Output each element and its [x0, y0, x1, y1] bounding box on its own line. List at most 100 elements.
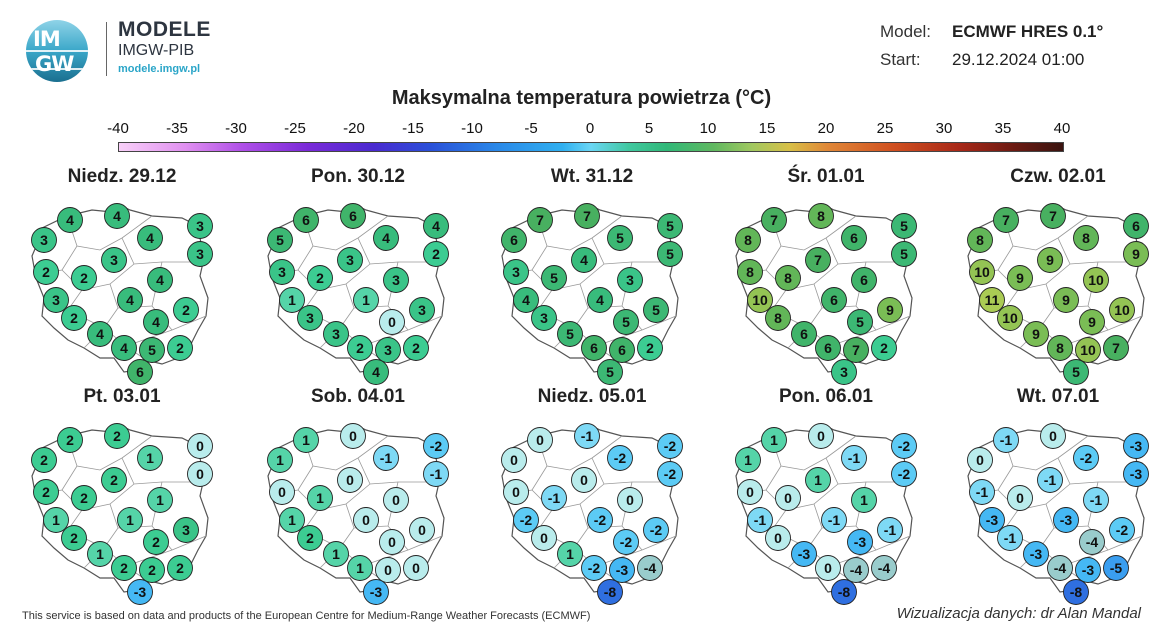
station-temperature: 7	[1002, 212, 1010, 228]
station-marker: 1	[307, 485, 333, 511]
station-temperature: 2	[148, 562, 156, 578]
station-marker: 0	[815, 555, 841, 581]
station-temperature: 0	[824, 560, 832, 576]
station-marker: 2	[31, 447, 57, 473]
station-temperature: 2	[40, 452, 48, 468]
footer-credit: Wizualizacja danych: dr Alan Mandal	[896, 605, 1141, 622]
scale-tick-label: -35	[166, 120, 188, 137]
station-marker: 3	[831, 359, 857, 385]
station-circle	[503, 259, 529, 285]
station-marker: 3	[617, 267, 643, 293]
station-temperature: 4	[113, 208, 121, 224]
station-circle	[423, 213, 449, 239]
station-temperature: 0	[278, 484, 286, 500]
station-temperature: 6	[860, 272, 868, 288]
station-circle	[323, 321, 349, 347]
station-temperature: 2	[412, 340, 420, 356]
station-marker: 6	[127, 359, 153, 385]
station-circle	[851, 487, 877, 513]
station-circle	[187, 461, 213, 487]
station-circle	[527, 207, 553, 233]
station-circle	[1007, 265, 1033, 291]
station-circle	[137, 225, 163, 251]
station-temperature: -1	[754, 512, 767, 528]
station-marker: 2	[101, 467, 127, 493]
station-circle	[503, 479, 529, 505]
station-temperature: 4	[126, 292, 134, 308]
station-circle	[527, 427, 553, 453]
station-marker: 9	[1079, 309, 1105, 335]
station-temperature: 2	[316, 270, 324, 286]
region-border	[591, 215, 623, 239]
station-temperature: 4	[372, 364, 380, 380]
station-circle	[735, 227, 761, 253]
station-temperature: 2	[42, 484, 50, 500]
station-temperature: 2	[176, 340, 184, 356]
station-marker: 10	[997, 305, 1023, 331]
station-marker: 1	[87, 541, 113, 567]
station-circle	[607, 225, 633, 251]
station-marker: 6	[821, 287, 847, 313]
station-circle	[403, 555, 429, 581]
station-circle	[843, 337, 869, 363]
station-temperature: 5	[856, 314, 864, 330]
station-marker: 2	[104, 423, 130, 449]
station-temperature: -3	[370, 584, 383, 600]
station-temperature: 7	[770, 212, 778, 228]
station-marker: 2	[297, 525, 323, 551]
station-marker: 4	[104, 203, 130, 229]
station-temperature: 1	[146, 450, 154, 466]
station-marker: 4	[137, 225, 163, 251]
station-marker: -1	[1083, 487, 1109, 513]
region-border	[1057, 457, 1136, 485]
station-circle	[323, 541, 349, 567]
station-marker: 6	[293, 207, 319, 233]
station-temperature: 5	[622, 314, 630, 330]
station-marker: 2	[33, 259, 59, 285]
station-circle	[147, 487, 173, 513]
station-temperature: 8	[744, 232, 752, 248]
station-marker: -3	[791, 541, 817, 567]
station-temperature: 2	[70, 310, 78, 326]
station-marker: -1	[969, 479, 995, 505]
station-temperature: 3	[306, 310, 314, 326]
station-marker: -3	[979, 507, 1005, 533]
station-circle	[513, 287, 539, 313]
station-temperature: 5	[900, 246, 908, 262]
station-circle	[747, 287, 773, 313]
station-temperature: 2	[110, 472, 118, 488]
station-temperature: 9	[1088, 314, 1096, 330]
station-circle	[71, 485, 97, 511]
station-circle	[993, 207, 1019, 233]
station-temperature: -2	[1116, 522, 1129, 538]
station-temperature: 11	[985, 292, 1000, 308]
station-temperature: 2	[152, 534, 160, 550]
scale-tick-label: -30	[225, 120, 247, 137]
region-border	[357, 457, 436, 485]
day-title: Pt. 03.01	[83, 386, 161, 407]
region-border	[591, 435, 623, 459]
station-marker: 0	[269, 479, 295, 505]
logo-text-top: IM	[33, 27, 61, 51]
brand-site-link[interactable]: modele.imgw.pl	[118, 63, 201, 75]
day-title: Pon. 06.01	[779, 386, 873, 407]
station-marker: -1	[993, 427, 1019, 453]
station-marker: 1	[761, 427, 787, 453]
station-marker: -8	[597, 579, 623, 605]
station-temperature: 2	[306, 530, 314, 546]
station-circle	[1053, 287, 1079, 313]
station-circle	[1023, 321, 1049, 347]
station-circle	[101, 247, 127, 273]
station-circle	[657, 433, 683, 459]
station-circle	[57, 427, 83, 453]
station-marker: 1	[267, 447, 293, 473]
station-circle	[891, 241, 917, 267]
station-circle	[143, 309, 169, 335]
station-temperature: -1	[1000, 432, 1013, 448]
station-circle	[1075, 337, 1101, 363]
day-title: Śr. 01.01	[787, 166, 865, 187]
station-circle	[33, 259, 59, 285]
station-circle	[363, 579, 389, 605]
station-circle	[501, 227, 527, 253]
station-circle	[571, 247, 597, 273]
